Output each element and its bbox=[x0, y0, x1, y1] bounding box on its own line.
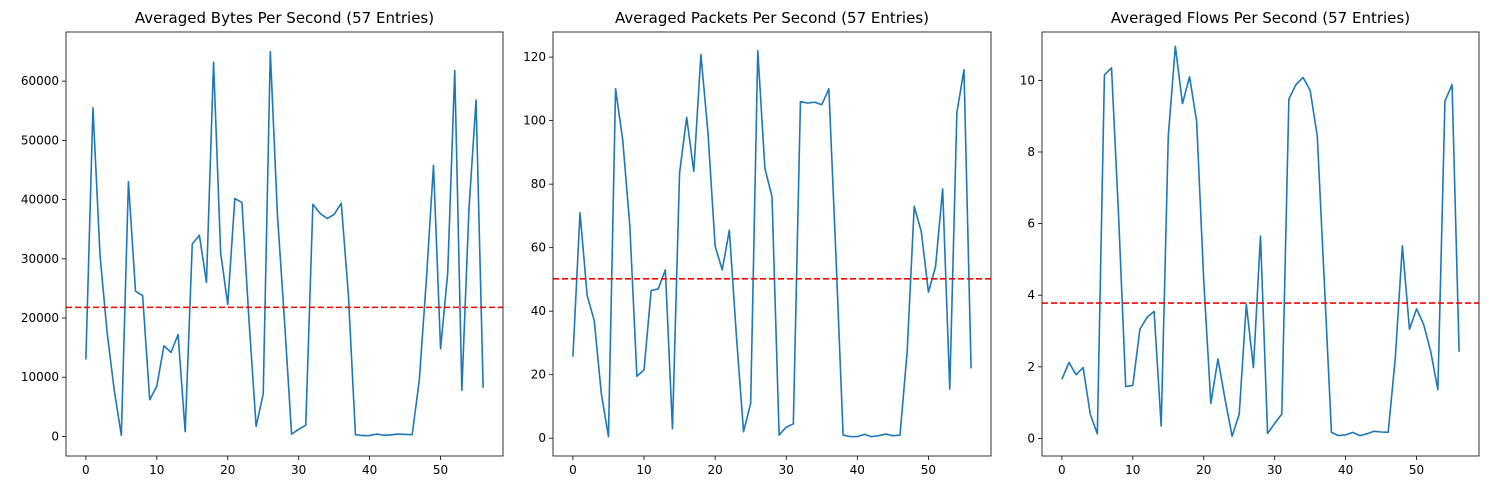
y-tick-label: 100 bbox=[523, 114, 546, 128]
y-tick-label: 4 bbox=[1027, 288, 1035, 302]
y-tick-label: 40 bbox=[531, 304, 546, 318]
x-tick-label: 30 bbox=[291, 463, 306, 477]
x-tick-label: 0 bbox=[569, 463, 577, 477]
y-tick-label: 10000 bbox=[21, 370, 59, 384]
x-tick-label: 30 bbox=[1267, 463, 1282, 477]
series-line bbox=[572, 49, 972, 438]
y-tick-label: 8 bbox=[1027, 145, 1035, 159]
x-tick-label: 0 bbox=[1058, 463, 1066, 477]
series-line bbox=[1061, 45, 1460, 438]
y-tick-label: 2 bbox=[1027, 360, 1035, 374]
y-tick-label: 20000 bbox=[21, 311, 59, 325]
x-tick-label: 30 bbox=[779, 463, 794, 477]
y-tick-label: 0 bbox=[538, 431, 546, 445]
y-tick-label: 80 bbox=[531, 177, 546, 191]
x-tick-label: 40 bbox=[1338, 463, 1353, 477]
plot-frame bbox=[1041, 31, 1480, 457]
x-tick-label: 20 bbox=[707, 463, 722, 477]
x-tick-label: 50 bbox=[921, 463, 936, 477]
y-tick-label: 20 bbox=[531, 368, 546, 382]
x-tick-label: 20 bbox=[220, 463, 235, 477]
chart-3: Averaged Flows Per Second (57 Entries) 0 1… bbox=[1020, 9, 1480, 477]
x-tick-label: 0 bbox=[82, 463, 90, 477]
y-tick-label: 120 bbox=[523, 50, 546, 64]
y-tick-label: 60000 bbox=[21, 74, 59, 88]
x-tick-label: 40 bbox=[362, 463, 377, 477]
x-tick-label: 40 bbox=[850, 463, 865, 477]
x-tick-label: 50 bbox=[1409, 463, 1424, 477]
x-tick-label: 10 bbox=[636, 463, 651, 477]
y-tick-label: 50000 bbox=[21, 133, 59, 147]
y-tick-label: 40000 bbox=[21, 193, 59, 207]
x-tick-label: 50 bbox=[433, 463, 448, 477]
x-tick-label: 20 bbox=[1196, 463, 1211, 477]
y-tick-label: 60 bbox=[531, 241, 546, 255]
x-tick-label: 10 bbox=[149, 463, 164, 477]
chart-2: Averaged Packets Per Second (57 Entries)… bbox=[523, 9, 992, 477]
chart-title: Averaged Packets Per Second (57 Entries) bbox=[615, 9, 929, 27]
chart-title: Averaged Flows Per Second (57 Entries) bbox=[1111, 9, 1410, 27]
y-tick-label: 0 bbox=[1027, 431, 1035, 445]
series-line bbox=[85, 50, 484, 437]
x-tick-label: 10 bbox=[1125, 463, 1140, 477]
y-tick-label: 10 bbox=[1020, 73, 1035, 87]
y-tick-label: 0 bbox=[51, 429, 59, 443]
chart-title: Averaged Bytes Per Second (57 Entries) bbox=[135, 9, 434, 27]
y-tick-label: 6 bbox=[1027, 217, 1035, 231]
y-tick-label: 30000 bbox=[21, 252, 59, 266]
plot-frame bbox=[552, 31, 992, 457]
plot-frame bbox=[65, 31, 504, 457]
chart-1: Averaged Bytes Per Second (57 Entries) 0 1… bbox=[21, 9, 504, 477]
